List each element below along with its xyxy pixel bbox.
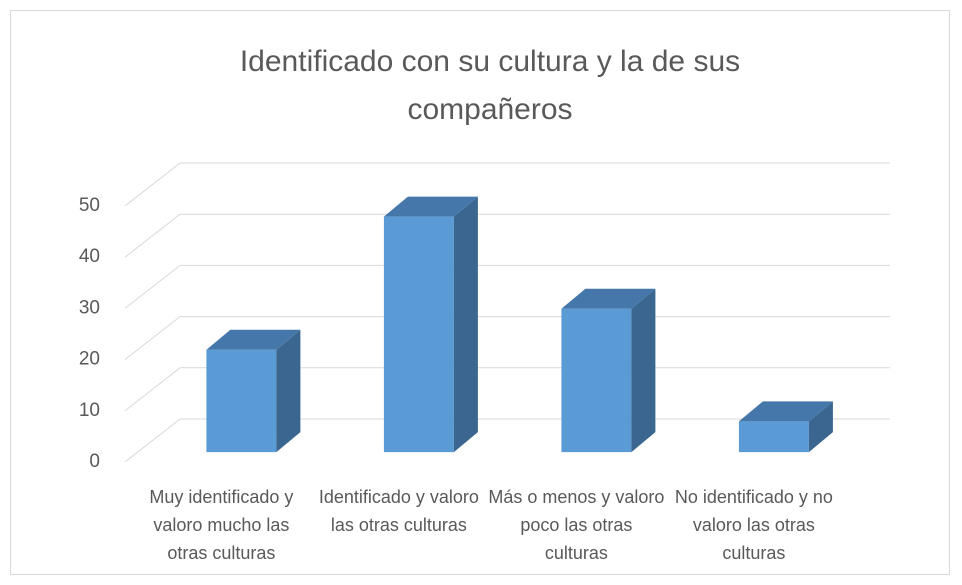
bar-side	[276, 329, 301, 453]
grid-line	[124, 162, 181, 207]
grid-line	[124, 367, 181, 412]
bar	[738, 401, 833, 453]
grid-line	[124, 418, 181, 463]
x-tick-label: Identificado y valoro las otras culturas	[318, 487, 479, 535]
chart-title: Identificado con su cultura y la de sus …	[239, 45, 741, 126]
bar-top	[561, 288, 656, 309]
x-tick-label: No identificado y no valoro las otras cu…	[674, 487, 833, 563]
bar-side	[631, 288, 656, 453]
bar-top	[738, 401, 833, 422]
y-tick-label: 0	[89, 451, 100, 472]
bar-front	[206, 349, 277, 453]
bar-front	[561, 308, 632, 453]
grid-line	[124, 316, 181, 360]
bar-top	[383, 196, 478, 217]
bar-side	[453, 196, 478, 453]
grid-line	[124, 265, 181, 309]
x-tick-label: Más o menos y valoro poco las otras cult…	[488, 487, 665, 563]
chart-frame	[10, 10, 950, 575]
y-tick-label: 50	[79, 195, 100, 216]
y-tick-label: 30	[79, 297, 100, 318]
bar-side	[808, 401, 833, 453]
bar	[206, 329, 301, 453]
bar	[383, 196, 478, 453]
y-tick-label: 20	[79, 349, 100, 370]
y-tick-label: 40	[79, 246, 100, 267]
bar-front	[738, 421, 809, 453]
bar	[561, 288, 656, 453]
grid-line	[124, 213, 181, 258]
y-tick-label: 10	[79, 400, 100, 421]
x-tick-label: Muy identificado y valoro mucho las otra…	[149, 487, 294, 563]
bar-front	[383, 216, 454, 453]
bar-top	[206, 329, 301, 350]
